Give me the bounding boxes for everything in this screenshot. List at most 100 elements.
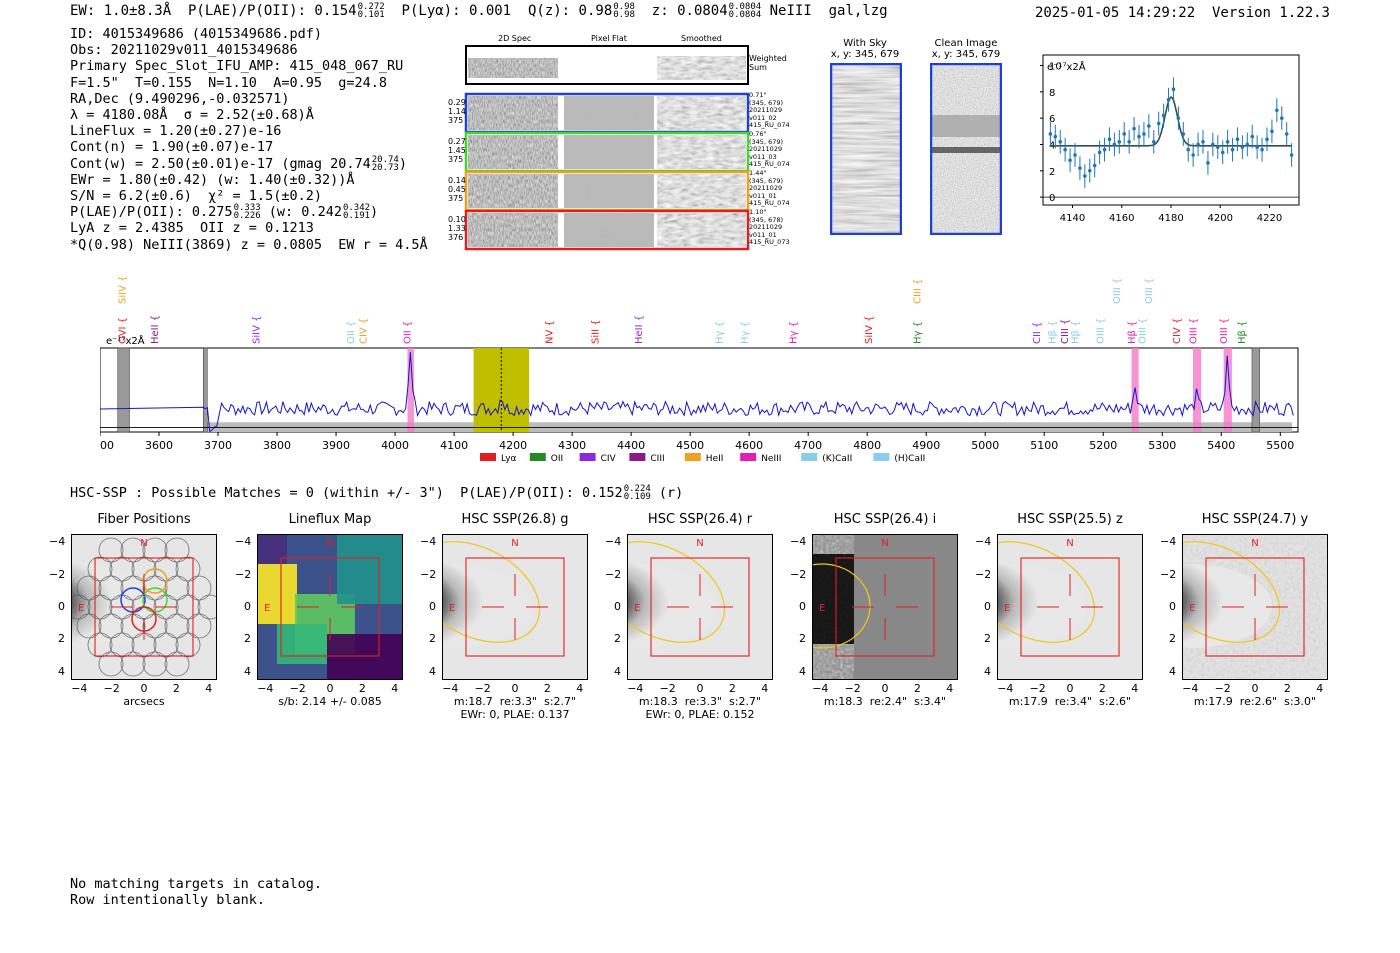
spec2d-header: Smoothed: [681, 34, 722, 43]
spectrum-line: [99, 352, 1294, 433]
inset-point: [1270, 129, 1274, 134]
inset-point: [1215, 145, 1220, 149]
fiber-circle: [76, 575, 102, 601]
cutout-image: NE: [812, 534, 958, 680]
inset-point: [1156, 121, 1161, 126]
spectrum-frame: [99, 347, 1299, 433]
line-label: Hγ {: [788, 321, 799, 344]
galaxy-blob: [1182, 564, 1272, 648]
north-label: N: [511, 538, 518, 549]
galaxy-blob: [71, 564, 161, 648]
inset-point: [1211, 142, 1215, 147]
spec2d-row-smooth: [657, 96, 746, 130]
line-label: OII {: [346, 321, 357, 344]
spec2d-row-smooth: [657, 174, 746, 208]
line-label: OIII {: [1138, 318, 1149, 344]
cutout-caption: m:17.9 re:3.4" s:2.6": [1008, 695, 1132, 708]
fiber-circle: [109, 556, 135, 582]
info-line: LineFlux = 1.20(±0.27)e-16: [70, 123, 282, 140]
fiber-circle: [142, 537, 168, 563]
inset-point: [1250, 134, 1255, 139]
east-label: E: [819, 603, 825, 614]
cutout-ytick: 4: [614, 664, 621, 678]
cutout-caption: m:18.3 re:2.4" s:3.4": [823, 695, 947, 708]
cutout-ytick: −2: [1160, 567, 1177, 581]
fiber-circle: [175, 632, 201, 658]
cutout-ytick: −2: [975, 567, 992, 581]
spec2d-header: 2D Spec: [498, 34, 532, 43]
cutout-title: Fiber Positions: [97, 512, 191, 527]
cutout-xtick: −2: [844, 682, 861, 695]
cutout-ytick: 4: [429, 664, 436, 678]
cutout-image: NE: [257, 534, 403, 680]
inset-xtick: 4140: [1060, 213, 1085, 224]
spectrum-xtick: 5000: [971, 439, 999, 452]
north-label: N: [140, 538, 147, 549]
line-label: HeII {: [150, 315, 161, 344]
legend-swatch: [529, 453, 546, 461]
cutout-frame: [627, 534, 773, 680]
line-label: SiIV {: [251, 316, 262, 344]
cutout-xtick: 2: [358, 682, 366, 695]
fiber-circle: [164, 651, 190, 677]
line-label: CII {: [1032, 322, 1043, 344]
hsc-summary: HSC-SSP : Possible Matches = 0 (within +…: [70, 484, 684, 502]
inset-fit-curve: [1050, 96, 1292, 147]
inset-point: [1171, 87, 1176, 92]
spectrum-xtick: 3800: [263, 439, 291, 452]
inset-point: [1245, 142, 1250, 147]
fiber-circle: [98, 651, 124, 677]
cutout-xtick: −2: [474, 682, 491, 695]
fiber-circle: [71, 594, 91, 620]
full-ylabel: e⁻¹⁷x2Å: [106, 336, 145, 347]
info-line: F=1.5" T=0.155 N=1.10 A=0.95 g=24.8: [70, 74, 387, 91]
inset-ytick: 10: [1049, 62, 1062, 73]
cutout-xtick: 2: [913, 682, 921, 695]
fiber-circle: [142, 575, 168, 601]
cutout-caption: m:18.7 re:3.3" s:2.7" EWr: 0, PLAE: 0.13…: [453, 695, 577, 721]
info-line: ID: 4015349686 (4015349686.pdf): [70, 26, 322, 42]
line-label: NV {: [545, 320, 556, 344]
line-label: Hβ {: [1127, 321, 1138, 344]
spectrum-xtick: 4000: [381, 439, 409, 452]
flux-map-patch: [257, 534, 287, 564]
aperture-box: [835, 557, 935, 657]
fiber-circle: [186, 575, 212, 601]
mask-region: [1251, 347, 1260, 433]
inset-point: [1181, 132, 1186, 136]
cutout-xtick: −4: [997, 682, 1014, 695]
cutout-ytick: −2: [49, 567, 66, 581]
legend-label: (H)CaII: [894, 454, 925, 464]
inset-point: [1147, 124, 1151, 128]
inset-point: [1053, 134, 1058, 139]
info-line: Obs: 20211029v011_4015349686: [70, 42, 298, 59]
cutout-caption: arcsecs: [123, 695, 165, 708]
line-label: OIII {: [1219, 318, 1230, 344]
cutout-xtick: 0: [1066, 682, 1074, 695]
inset-point: [1083, 174, 1087, 178]
cutout-ytick: 4: [58, 664, 65, 678]
fiber-circle: [175, 556, 201, 582]
galaxy-ellipse: [627, 541, 726, 643]
cutout-ytick: −4: [420, 535, 437, 549]
full-spectrum-chart: 0510153500360037003800390040004100420043…: [78, 274, 1310, 474]
galaxy-ellipse: [442, 541, 541, 643]
aperture-box: [280, 557, 380, 657]
cutout-ytick: −4: [790, 535, 807, 549]
cutout-xtick: 2: [1098, 682, 1106, 695]
spec2d-row-frame: [464, 209, 750, 251]
cutout-image: NE: [1182, 534, 1328, 680]
line-label: OII {: [402, 321, 413, 344]
with-sky-image: [830, 63, 902, 235]
inset-point: [1196, 142, 1200, 147]
line-band: [407, 348, 414, 432]
cutout-ytick: −4: [605, 535, 622, 549]
line-label: SiIV {: [864, 316, 875, 344]
line-label: Hβ {: [1047, 321, 1058, 344]
cutout-xtick: 2: [172, 682, 180, 695]
inset-point: [1058, 140, 1063, 144]
cutout-xtick: 4: [576, 682, 584, 695]
fiber-highlight: [142, 587, 168, 613]
cutout-frame: [1182, 534, 1328, 680]
weighted-sum-label: Weighted Sum: [749, 54, 787, 72]
